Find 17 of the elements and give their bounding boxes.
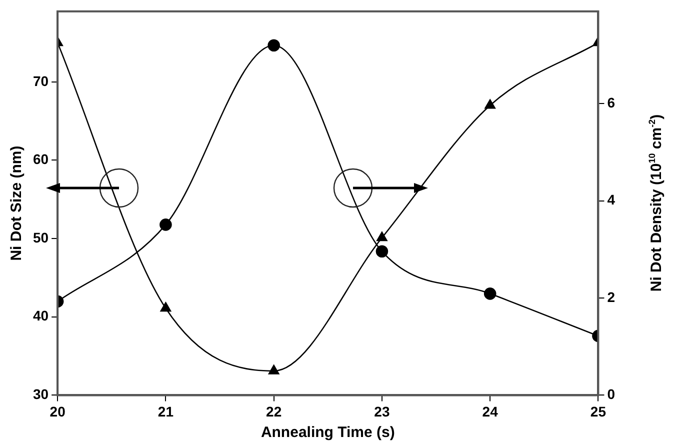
y2-tick-label: 6 [607,94,616,111]
y2-tick-label: 0 [607,386,616,402]
y2-tick-label: 4 [607,192,616,208]
y-tick-label: 30 [32,386,49,402]
x-tick-label: 22 [266,403,282,420]
x-tick-label: 24 [482,403,498,420]
y-tick-label: 70 [32,72,49,89]
y2-tick-label: 2 [607,288,616,305]
x-tick-label: 23 [374,403,390,420]
y-tick-label: 60 [32,151,49,168]
y-tick-label: 50 [32,229,49,246]
x-tick-label: 20 [50,403,66,420]
x-tick-label: 25 [590,403,606,420]
y-tick-label: 40 [32,308,49,324]
x-axis-title: Annealing Time (s) [260,424,395,442]
y-axis-title: Ni Dot Size (nm) [8,146,26,261]
x-tick-label: 21 [158,403,174,420]
